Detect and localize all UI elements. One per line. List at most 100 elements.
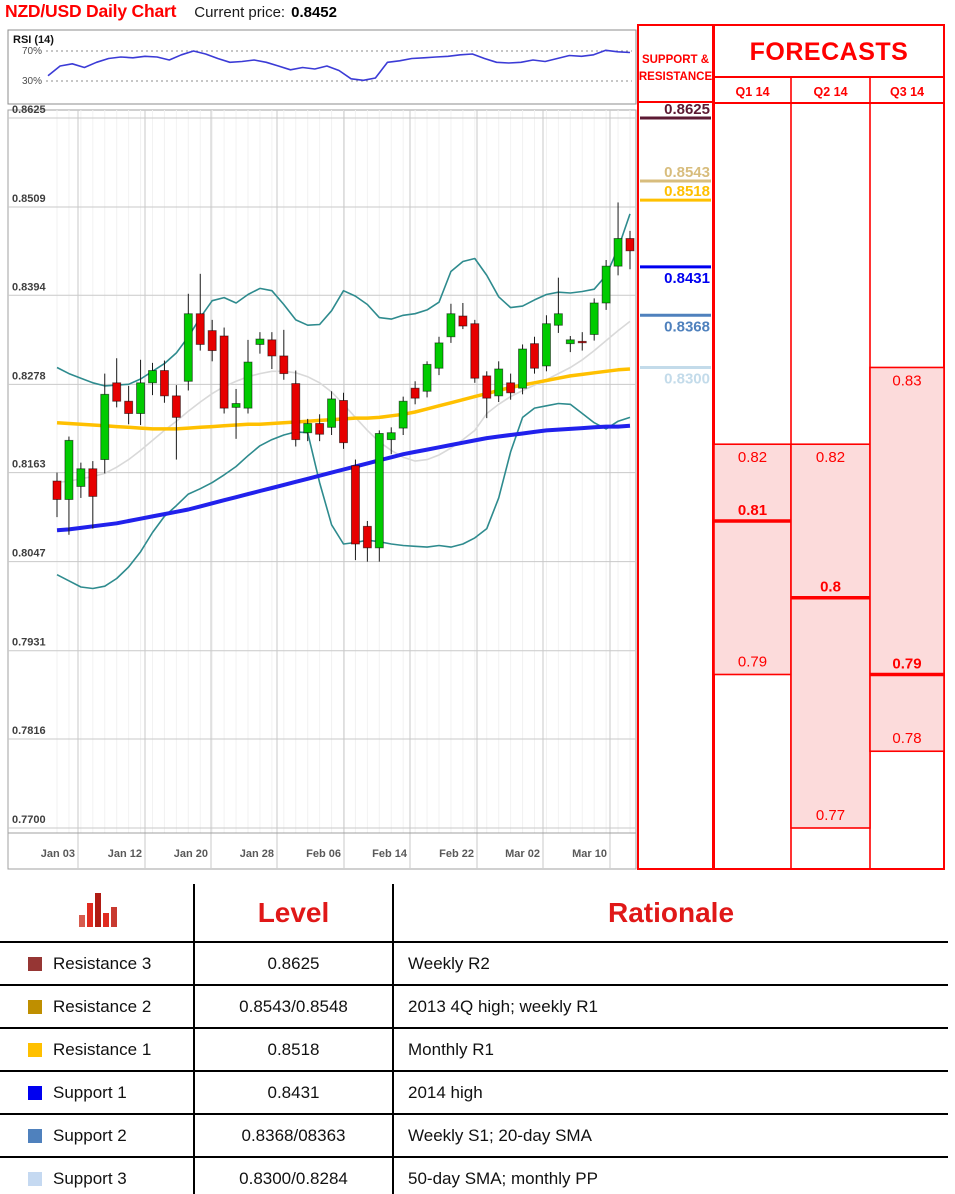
level-value: 0.8625 <box>194 941 394 985</box>
forecasts-title: FORECASTS <box>750 38 909 66</box>
level-value: 0.8543/0.8548 <box>194 984 394 1028</box>
candle <box>148 370 157 384</box>
x-axis-label: Jan 12 <box>108 848 142 860</box>
level-rationale: Weekly R2 <box>393 941 948 985</box>
rsi-label: RSI (14) <box>13 34 54 46</box>
candle <box>207 330 217 352</box>
level-value: 0.8431 <box>194 1070 394 1114</box>
level-rationale: 2013 4Q high; weekly R1 <box>393 984 948 1028</box>
level-name: Support 3 <box>53 1168 127 1188</box>
forecast-high-label: 0.82 <box>816 449 845 466</box>
y-axis-label: 0.8047 <box>12 548 46 560</box>
candle <box>255 338 265 345</box>
sr-level-label: 0.8368 <box>664 318 710 335</box>
report-header: NZD/USD Daily Chart Current price: 0.845… <box>5 1 337 22</box>
candle <box>506 382 516 394</box>
levels-table: Level Rationale Resistance 3 0.8625 Weekly… <box>0 884 948 1194</box>
forecast-low-label: 0.78 <box>892 730 921 747</box>
table-row-support-1: Support 1 0.8431 2014 high <box>0 1070 948 1114</box>
candle <box>124 400 134 414</box>
table-row-support-3: Support 3 0.8300/0.8284 50-day SMA; monthl… <box>0 1156 948 1194</box>
forecast-low-label: 0.77 <box>816 807 845 824</box>
level-value: 0.8518 <box>194 1027 394 1071</box>
forecast-point-label: 0.81 <box>738 502 767 519</box>
candle <box>482 375 492 399</box>
candle <box>339 400 348 444</box>
level-rationale: Weekly S1; 20-day SMA <box>393 1113 948 1157</box>
page-title: NZD/USD Daily Chart <box>5 1 177 21</box>
forecast-quarter-label: Q3 14 <box>890 85 924 99</box>
candle <box>613 238 623 267</box>
candle <box>422 363 432 392</box>
y-axis-label: 0.8163 <box>12 459 46 471</box>
candle <box>171 395 181 418</box>
candle <box>64 439 74 500</box>
y-axis-label: 0.7816 <box>12 725 46 737</box>
forecast-point-label: 0.79 <box>892 655 921 672</box>
y-axis-label: 0.8394 <box>12 281 47 293</box>
candle <box>279 355 289 375</box>
y-axis-label: 0.8625 <box>12 104 46 116</box>
support-resistance-header-line2: RESISTANCE <box>639 71 713 83</box>
candle <box>136 382 146 414</box>
rationale-header: Rationale <box>393 884 948 943</box>
level-swatch <box>28 1042 42 1057</box>
y-axis-label: 0.7931 <box>12 637 46 649</box>
candle <box>52 480 62 500</box>
bar-chart-icon <box>78 893 117 927</box>
candle <box>243 361 253 409</box>
rsi-70-label: 70% <box>22 46 42 57</box>
level-swatch <box>28 956 42 971</box>
forecasts-panel: Q1 14 0.82 0.81 0.79 Q2 14 0.82 0.8 0.77 Q3 14 0.… <box>713 24 945 870</box>
y-axis-label: 0.8278 <box>12 370 46 382</box>
x-axis-label: Jan 28 <box>240 848 274 860</box>
levels-table-header-row: Level Rationale <box>0 884 948 943</box>
x-axis-label: Mar 02 <box>505 848 540 860</box>
candle <box>327 398 337 428</box>
x-axis-label: Jan 03 <box>41 848 75 860</box>
x-axis-label: Mar 10 <box>572 848 607 860</box>
candle <box>112 382 122 402</box>
candle <box>494 368 504 397</box>
forecast-low-label: 0.79 <box>738 653 767 670</box>
candlestick-series <box>52 202 635 562</box>
y-axis-label: 0.7700 <box>12 814 46 826</box>
level-name: Support 2 <box>53 1125 127 1145</box>
level-name: Support 1 <box>53 1082 127 1102</box>
level-rationale: Monthly R1 <box>393 1027 948 1071</box>
rsi-panel <box>7 29 637 105</box>
sr-level-label: 0.8300 <box>664 370 710 387</box>
support-resistance-panel: 0.8625 0.8543 0.8518 0.8431 0.8368 0.8300 <box>637 24 714 870</box>
candle <box>350 465 360 545</box>
table-row-support-2: Support 2 0.8368/08363 Weekly S1; 20-day S… <box>0 1113 948 1157</box>
table-row-resistance-3: Resistance 3 0.8625 Weekly R2 <box>0 941 948 985</box>
chart-canvas: 0.8625 0.8509 0.8394 0.8278 0.8163 0.8047 0.79… <box>7 24 945 870</box>
level-swatch <box>28 1085 42 1100</box>
current-price-value: 0.8452 <box>291 4 337 21</box>
sr-level-label: 0.8431 <box>664 270 710 287</box>
level-swatch <box>28 1171 42 1186</box>
candle <box>458 315 468 327</box>
rsi-30-label: 30% <box>22 76 42 87</box>
candle <box>470 323 480 379</box>
y-axis-label: 0.8509 <box>12 193 46 205</box>
candle <box>446 313 456 338</box>
level-name: Resistance 3 <box>53 953 152 973</box>
level-rationale: 2014 high <box>393 1070 948 1114</box>
candle <box>76 468 86 487</box>
forecast-range-box <box>869 366 945 753</box>
candle <box>159 370 169 397</box>
candle <box>530 343 539 369</box>
support-resistance-header-line1: SUPPORT & <box>642 54 709 66</box>
x-axis-label: Jan 20 <box>174 848 208 860</box>
candle <box>291 383 301 441</box>
candle <box>625 238 635 252</box>
candle <box>88 468 98 497</box>
gridlines <box>8 110 636 868</box>
level-name: Resistance 1 <box>53 1039 152 1059</box>
rsi-line <box>47 49 631 82</box>
level-swatch <box>28 999 42 1014</box>
levels-table-wrap: Level Rationale Resistance 3 0.8625 Weekly… <box>0 884 948 1194</box>
x-axis-label: Feb 14 <box>372 848 408 860</box>
candle <box>589 302 599 335</box>
